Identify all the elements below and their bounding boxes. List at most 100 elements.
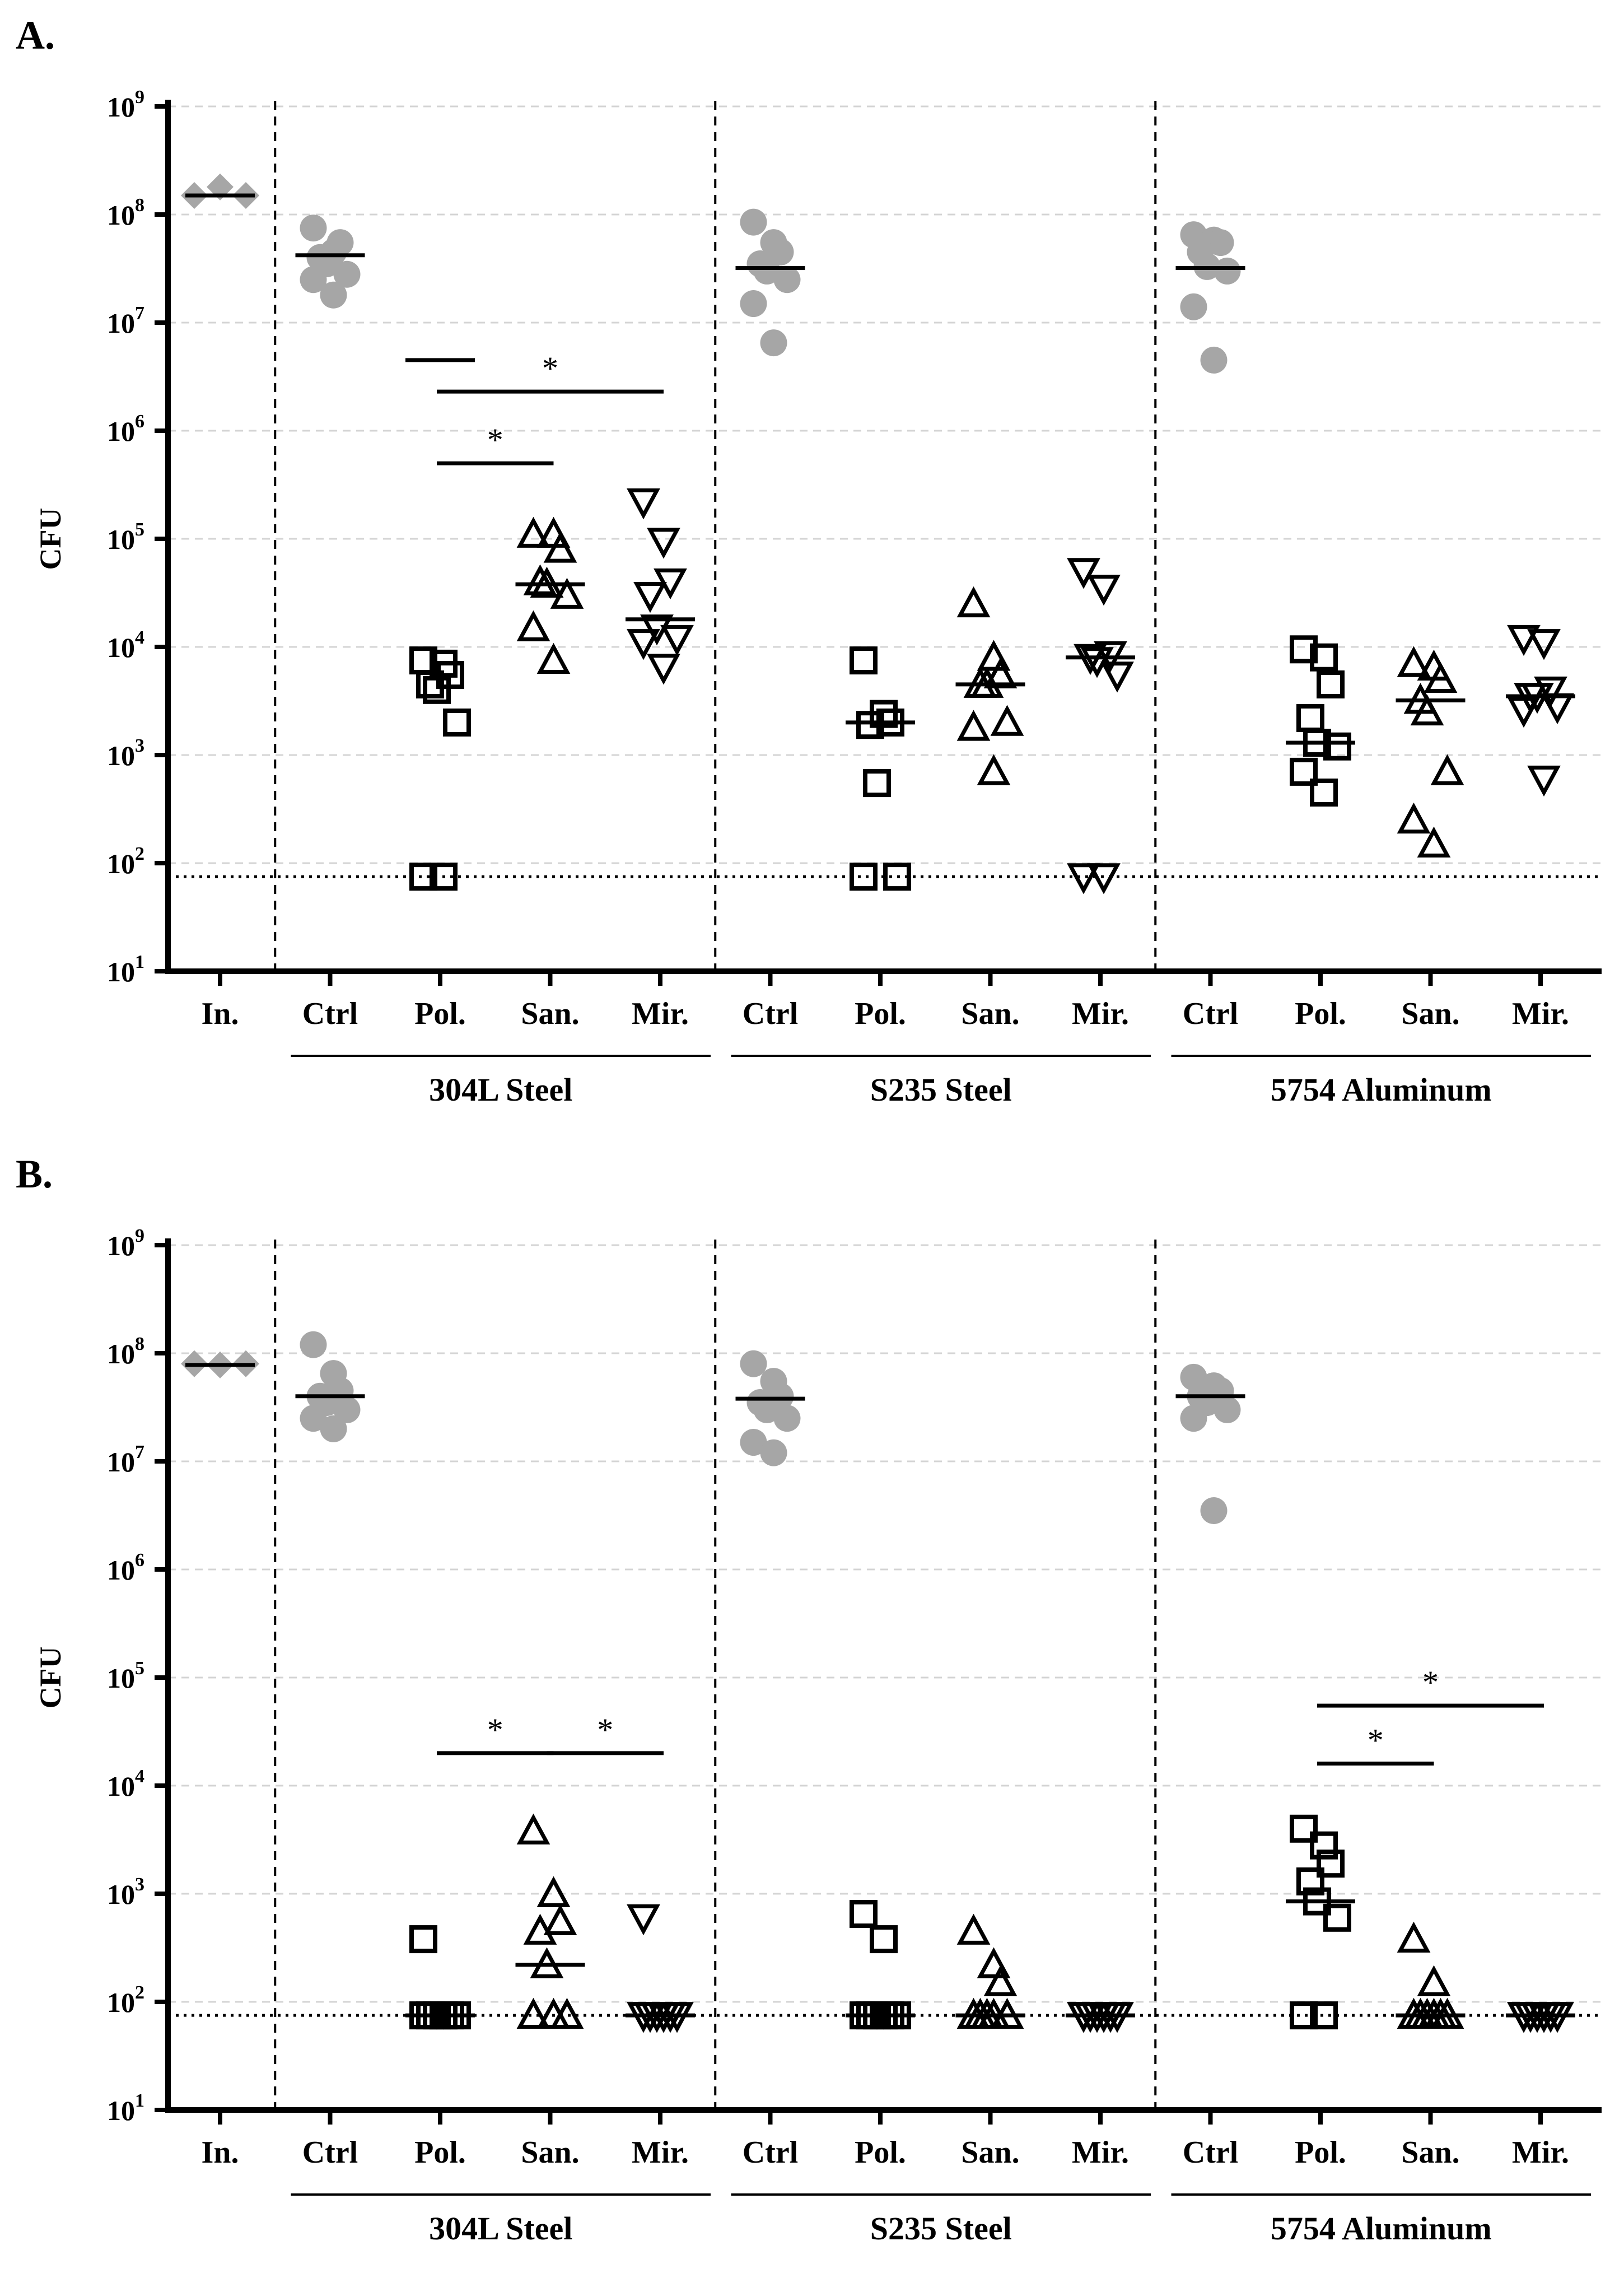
- data-point: [300, 266, 327, 294]
- data-point: [850, 863, 878, 891]
- data-point: [977, 1947, 1011, 1978]
- group-label: 304L Steel: [429, 1072, 572, 1108]
- data-point: [1417, 826, 1451, 858]
- y-tick-label: 104: [107, 627, 144, 663]
- data-point: [1417, 1965, 1451, 1996]
- data-point: [773, 1405, 801, 1432]
- x-tick-label: San.: [1401, 2135, 1459, 2170]
- y-tick-label: 107: [107, 303, 144, 339]
- data-point: [627, 488, 660, 520]
- data-point: [1207, 229, 1234, 257]
- x-tick-label: Mir.: [1512, 2135, 1569, 2170]
- data-point: [983, 1965, 1018, 1996]
- data-point: [850, 1900, 878, 1928]
- significance-label: *: [1422, 1664, 1439, 1701]
- data-point: [536, 1997, 571, 2029]
- data-point: [320, 1415, 347, 1442]
- data-point: [1310, 2001, 1338, 2030]
- data-point: [850, 646, 878, 675]
- data-point: [1310, 643, 1338, 672]
- x-tick-label: Pol.: [855, 2135, 906, 2170]
- data-point: [300, 215, 327, 242]
- panel-b: B. 101 102 103 104 105 106 107 108 109 CFU In. Ctrl…: [0, 1139, 1624, 2278]
- data-point: [760, 1439, 787, 1466]
- x-tick-label: Pol.: [414, 2135, 466, 2170]
- data-point: [536, 642, 571, 674]
- data-point: [1290, 635, 1318, 664]
- x-tick-label: Mir.: [1072, 2135, 1129, 2170]
- data-point: [523, 564, 557, 595]
- y-tick-label: 103: [107, 1874, 144, 1910]
- data-point: [647, 528, 680, 559]
- data-point: [740, 1350, 767, 1377]
- x-tick-label: San.: [961, 2135, 1019, 2170]
- data-point: [1410, 694, 1444, 726]
- x-tick-label: San.: [1401, 996, 1459, 1031]
- data-point: [1180, 1405, 1207, 1432]
- significance-label: *: [597, 1712, 613, 1748]
- data-point: [883, 863, 911, 891]
- data-point: [1317, 1850, 1345, 1878]
- y-axis-label: CFU: [34, 508, 67, 570]
- data-point: [333, 260, 361, 288]
- data-point: [320, 281, 347, 309]
- data-point: [333, 1396, 361, 1423]
- data-point: [647, 654, 680, 685]
- data-point: [1200, 1497, 1228, 1524]
- significance-label: *: [542, 350, 558, 386]
- x-tick-label: Ctrl: [743, 996, 799, 1031]
- data-point: [977, 754, 1011, 785]
- x-tick-label: Pol.: [1295, 996, 1346, 1031]
- x-tick-label: Ctrl: [1183, 2135, 1239, 2170]
- data-point: [516, 1813, 550, 1845]
- x-tick-label: Mir.: [632, 996, 689, 1031]
- data-point: [870, 1925, 898, 1954]
- data-point: [300, 1331, 327, 1358]
- data-point: [956, 1913, 991, 1945]
- data-point: [1214, 1396, 1241, 1423]
- data-point: [1397, 1921, 1431, 1953]
- data-point: [1430, 754, 1464, 785]
- data-point: [543, 532, 577, 563]
- y-tick-label: 101: [107, 952, 144, 987]
- y-tick-label: 105: [107, 519, 144, 555]
- data-point: [416, 670, 444, 698]
- data-point: [660, 625, 694, 656]
- y-tick-label: 109: [107, 1226, 144, 1261]
- data-point: [1180, 293, 1207, 320]
- data-point: [983, 657, 1018, 689]
- data-point: [1397, 646, 1431, 677]
- data-point: [633, 582, 667, 613]
- data-point: [740, 208, 767, 236]
- x-tick-label: Mir.: [1072, 996, 1129, 1031]
- y-tick-label: 101: [107, 2090, 144, 2126]
- data-point: [1507, 625, 1541, 656]
- panel-label: A.: [16, 13, 55, 58]
- cfu-chart-a: 101 102 103 104 105 106 107 108 109 CFU In. Ctrl Pol…: [34, 87, 1602, 1108]
- data-point: [1087, 575, 1121, 606]
- data-point: [1310, 1831, 1338, 1860]
- x-tick-label: San.: [521, 2135, 579, 2170]
- x-tick-label: San.: [961, 996, 1019, 1031]
- data-point: [1067, 863, 1100, 895]
- y-tick-label: 104: [107, 1766, 144, 1802]
- data-point: [863, 769, 891, 798]
- significance-label: *: [1368, 1722, 1384, 1759]
- data-point: [740, 290, 767, 318]
- y-tick-label: 108: [107, 195, 144, 231]
- data-point: [1290, 1814, 1318, 1843]
- data-point: [740, 1429, 767, 1456]
- data-point: [760, 329, 787, 357]
- x-tick-label: In.: [202, 996, 239, 1031]
- y-tick-label: 102: [107, 844, 144, 879]
- data-point: [1507, 697, 1541, 728]
- data-point: [1310, 778, 1338, 807]
- group-label: 304L Steel: [429, 2210, 572, 2247]
- group-label: S235 Steel: [870, 2210, 1012, 2247]
- data-point: [977, 640, 1011, 671]
- group-label: 5754 Aluminum: [1271, 2210, 1492, 2247]
- data-point: [1290, 757, 1318, 786]
- x-tick-label: Ctrl: [1183, 996, 1239, 1031]
- data-point: [1214, 257, 1241, 285]
- data-point: [1290, 2001, 1318, 2030]
